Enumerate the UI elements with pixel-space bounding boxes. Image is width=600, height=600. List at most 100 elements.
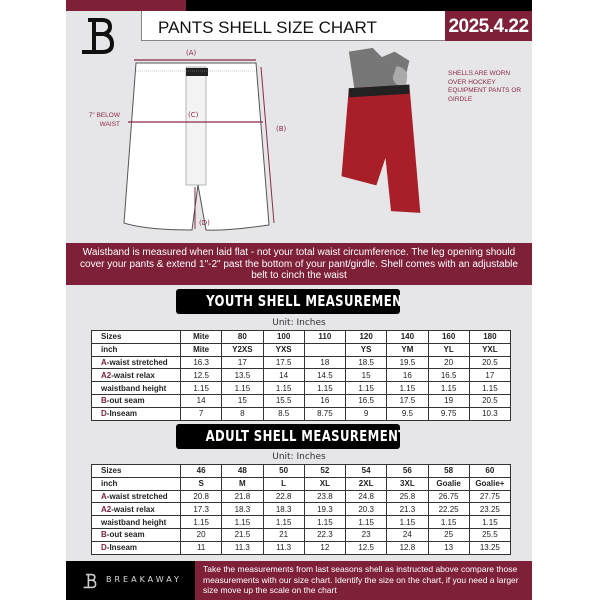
table-cell: 25.8 [386,489,429,504]
table-cell: 23.8 [303,489,347,504]
table-cell: 8 [221,406,264,421]
table-cell: 11.3 [262,540,305,555]
table-cell: 25 [427,527,470,542]
table-cell: 14 [262,368,305,383]
youth-title-text: YOUTH SHELL MEASUREMENTS [206,292,400,310]
footer-logo [83,573,97,589]
below-waist-note: 7" BELOW WAIST [88,112,120,128]
table-cell: 60 [468,464,512,478]
table-cell: 13.25 [468,540,512,555]
table-cell: 26.75 [427,489,470,504]
table-cell: 17.5 [386,393,429,408]
table-cell: 15.5 [262,393,305,408]
measure-key: A2 [101,504,112,514]
table-cell: 17 [468,368,512,383]
table-cell: 13 [427,540,470,555]
table-cell: 1.15 [386,381,429,395]
measure-name: -out seam [106,530,145,540]
table-cell: Goalie+ [468,476,512,491]
table-cell: 9.75 [427,406,470,421]
measure-name: -Inseam [106,543,138,553]
youth-section-title: YOUTH SHELL MEASUREMENTS [176,289,400,314]
row-label: Sizes [91,330,181,344]
brand-logo [82,18,115,54]
table-cell: 11 [179,540,223,555]
table-cell: 58 [427,464,470,478]
table-cell: 21.3 [386,502,429,517]
table-cell: 21.8 [221,489,264,504]
measure-name: inch [101,479,118,489]
table-cell: 1.15 [386,515,429,529]
measure-name: -waist relax [111,370,155,380]
table-cell: 46 [179,464,223,478]
label-c: (C) [188,111,199,119]
label-a: (A) [186,49,197,57]
table-cell: 1.15 [221,381,264,395]
table-row: waistband height 1.15 1.15 1.15 1.15 1.15 1.15… [91,381,512,395]
table-cell: 1.15 [427,515,470,529]
table-cell: 110 [303,330,347,344]
table-cell: 1.15 [262,381,305,395]
table-cell: 1.15 [468,381,512,395]
brand-name: BREAKAWAY [106,575,182,584]
measure-name: -out seam [106,396,145,406]
table-cell: Mite [179,342,223,357]
table-row: A2-waist relax 17.3 18.3 18.3 19.3 20.3 21.3 22… [91,502,512,517]
table-cell: 18 [303,355,347,370]
table-cell: 18.3 [262,502,305,517]
table-cell: 20.5 [468,393,512,408]
measurement-banner: Waistband is measured when laid flat - n… [66,243,532,285]
table-row: inch Mite Y2XS YXS YS YM YL YXL [91,342,512,357]
row-label: Sizes [91,464,181,478]
table-cell: 17.3 [179,502,223,517]
label-d: (D) [199,219,210,227]
table-cell: 16 [303,393,347,408]
table-cell: 15 [344,368,388,383]
measure-key: A [101,491,107,501]
measure-key: A [101,357,107,367]
table-cell: 180 [468,330,512,344]
table-cell: YS [344,342,388,357]
table-cell: YXS [262,342,305,357]
row-label: waistband height [91,381,181,395]
table-cell: 17 [221,355,264,370]
table-cell: 19.3 [303,502,347,517]
table-cell: 12.5 [344,540,388,555]
measure-name: Sizes [101,466,122,476]
row-label: D-Inseam [91,406,181,421]
measure-key: D [101,543,107,553]
red-pants-image [341,47,421,213]
table-row: B-out seam 20 21.5 21 22.3 23 24 25 25.5 [91,527,512,542]
table-row: Sizes 46 48 50 52 54 56 58 60 [91,464,512,478]
measure-name: waistband height [101,383,167,393]
pants-diagram: (A) (C) (B) (D) [123,49,287,231]
row-label: A-waist stretched [91,489,181,504]
table-cell: 22.3 [303,527,347,542]
row-label: A2-waist relax [91,368,181,383]
table-cell: 120 [344,330,388,344]
table-cell: 160 [427,330,470,344]
table-cell: 14.5 [303,368,347,383]
table-cell: 1.15 [303,515,347,529]
table-cell: 21 [262,527,305,542]
table-cell: 7 [179,406,223,421]
table-row: D-Inseam 11 11.3 11.3 12 12.5 12.8 13 13.25 [91,540,512,555]
table-cell: 48 [221,464,264,478]
row-label: inch [91,342,181,357]
table-cell: 1.15 [179,381,223,395]
size-chart-panel: PANTS SHELL SIZE CHART 2025.4.22 (A) (C)… [66,0,532,600]
table-cell: 16.5 [427,368,470,383]
table-cell: 8.5 [262,406,305,421]
table-cell: YXL [468,342,512,357]
date-badge: 2025.4.22 [445,11,532,41]
table-cell: YM [386,342,429,357]
table-cell: 12 [303,540,347,555]
youth-size-table: Sizes Mite 80 100 110 120 140 160 180 inch Mite Y2X… [91,330,512,421]
table-row: B-out seam 14 15 15.5 16 16.5 17.5 19 20.5 [91,393,512,408]
table-cell: 24.8 [344,489,388,504]
table-row: A2-waist relax 12.5 13.5 14 14.5 15 16 16.5 17 [91,368,512,383]
table-cell: 1.15 [179,515,223,529]
table-cell: 21.5 [221,527,264,542]
row-label: B-out seam [91,393,181,408]
table-row: A-waist stretched 20.8 21.8 22.8 23.8 24.8 25.… [91,489,512,504]
